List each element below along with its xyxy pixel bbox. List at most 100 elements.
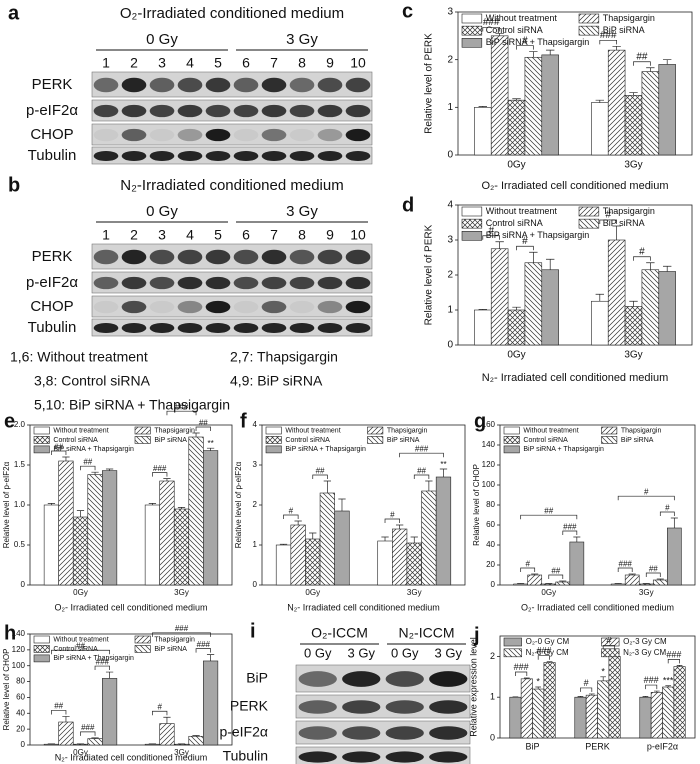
bar <box>662 686 675 739</box>
significance-bracket <box>384 518 400 523</box>
blot-band <box>429 700 468 714</box>
blot-band <box>93 322 119 334</box>
blot-band <box>345 104 371 118</box>
lane-label: 9 <box>326 227 334 243</box>
error-bar <box>629 300 638 307</box>
significance-bracket <box>152 710 168 716</box>
error-bar <box>395 524 404 529</box>
y-tick-label: 0 <box>21 580 26 589</box>
error-bar <box>105 671 114 679</box>
x-tick-label: 3Gy <box>407 588 422 597</box>
error-bar <box>192 735 200 737</box>
blot-band <box>261 249 287 265</box>
legend-swatch <box>367 436 384 444</box>
y-tick-label: 0 <box>447 340 453 351</box>
legend-swatch <box>578 25 600 36</box>
y-tick-label: 40 <box>16 708 25 717</box>
y-tick-label: 2 <box>447 270 453 281</box>
panel-letter: b <box>8 174 20 196</box>
bar <box>319 492 335 586</box>
error-bar <box>91 737 99 739</box>
bar <box>377 540 393 586</box>
group-label: 0 Gy <box>146 31 178 48</box>
blot-title: N₂-Irradiated conditioned medium <box>120 177 343 194</box>
legend-swatch <box>601 436 618 444</box>
blot-band <box>261 150 287 162</box>
key-item: 1,6: Without treatment <box>10 349 148 365</box>
key-item: 3,8: Control siRNA <box>34 373 151 389</box>
error-bar <box>545 258 555 270</box>
bar <box>159 723 175 746</box>
legend-label: Without treatment <box>285 427 340 434</box>
blot-band <box>149 300 175 314</box>
bar <box>541 269 559 346</box>
y-tick-label: 120 <box>12 645 26 654</box>
x-tick-label: 0Gy <box>507 160 525 171</box>
legend-label: Control siRNA <box>486 25 543 35</box>
error-bar <box>535 686 542 690</box>
significance-label: ## <box>417 466 426 475</box>
blot-band <box>345 300 371 314</box>
blot-band <box>149 128 175 142</box>
bar <box>173 743 190 746</box>
significance-bracket <box>152 632 211 637</box>
y-tick-label: 1.0 <box>14 500 26 509</box>
blot-band <box>205 128 231 142</box>
legend-swatch <box>503 426 520 435</box>
bar <box>658 271 676 346</box>
legend-swatch <box>367 426 384 435</box>
significance-bracket <box>152 472 168 477</box>
blot-band <box>345 249 371 265</box>
blot-band <box>233 276 259 290</box>
legend-label: N₂-3 Gy CM <box>623 648 666 657</box>
blot-strip <box>295 720 471 745</box>
bar <box>334 510 350 586</box>
blot-band <box>385 726 424 740</box>
row-label: BiP <box>246 670 268 686</box>
legend-swatch <box>134 635 151 644</box>
blot-band <box>289 104 315 118</box>
legend-label: Thapsigargin <box>154 636 195 643</box>
blot-band <box>342 726 381 740</box>
legend-label: BiP siRNA <box>387 437 420 444</box>
row-label: p-eIF2α <box>26 102 78 119</box>
bar <box>650 692 663 739</box>
legend-swatch <box>461 37 483 48</box>
bar <box>543 662 556 739</box>
error-bar <box>612 45 621 51</box>
legend-swatch <box>461 206 483 217</box>
significance-label: ### <box>600 30 617 41</box>
significance-bracket <box>80 731 96 736</box>
significance-label: ## <box>76 642 85 651</box>
y-tick-label: 40 <box>486 540 495 549</box>
legend-swatch <box>33 426 50 435</box>
blot-band <box>345 150 371 162</box>
y-tick-label: 2 <box>253 500 258 509</box>
error-bar <box>600 676 607 681</box>
significance-bracket <box>482 235 501 240</box>
bar <box>87 474 103 586</box>
legend-label: Control siRNA <box>486 218 543 228</box>
blot-band <box>177 322 203 334</box>
y-axis-label: Relative level of PERK <box>424 33 435 134</box>
blot-band <box>177 300 203 314</box>
significance-bracket <box>413 474 430 479</box>
significance-label: ### <box>175 402 189 411</box>
legend-swatch <box>265 436 282 444</box>
y-tick-label: 80 <box>16 677 25 686</box>
lane-label: 1 <box>102 55 110 71</box>
legend-label: O₂-0 Gy CM <box>526 637 570 646</box>
blot-band <box>289 300 315 314</box>
y-tick-label: 1.5 <box>14 460 26 469</box>
bar <box>406 542 422 586</box>
x-tick-label: 3Gy <box>639 588 654 597</box>
significance-label: ** <box>440 460 446 469</box>
error-bar <box>529 51 538 58</box>
blot-band <box>345 77 371 93</box>
significance-label: # <box>605 210 611 221</box>
blot-band <box>289 77 315 93</box>
x-axis-label: N₂- Irradiated cell conditioned medium <box>55 752 208 762</box>
x-tick-label: p-eIF2α <box>647 741 678 751</box>
legend-swatch <box>265 445 282 454</box>
y-tick-label: 100 <box>482 480 496 489</box>
